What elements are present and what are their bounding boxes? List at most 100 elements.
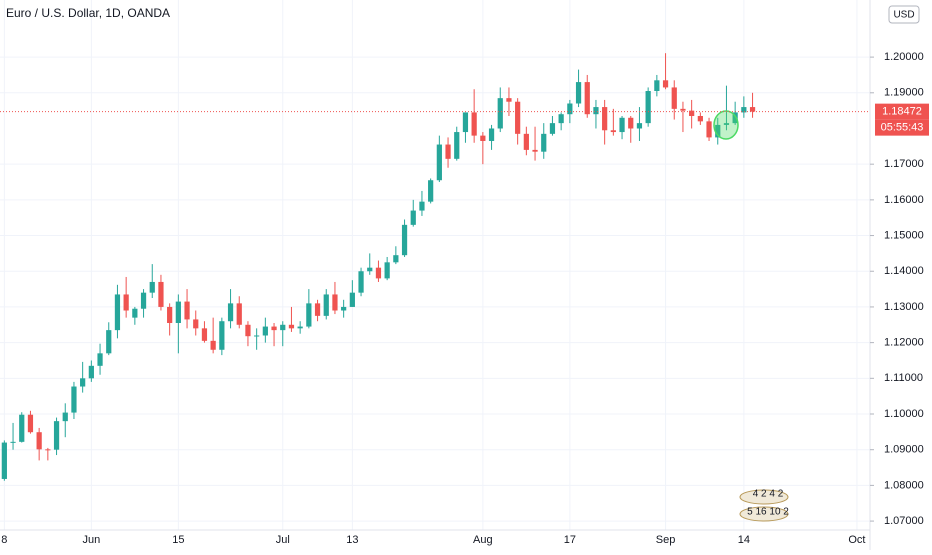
candle-body [645,91,651,124]
candle-body [454,132,460,159]
highlight-circle [713,110,739,140]
candle-body [227,303,234,322]
candle-body [723,123,730,125]
candle-body [175,301,181,323]
chart-title: Euro / U.S. Dollar, 1D, OANDA [6,6,170,20]
y-tick-label: 1.11000 [884,372,923,384]
x-tick-label: 8 [1,534,7,546]
candle-body [245,324,251,337]
candle-body [158,281,164,307]
candle-body [123,294,129,311]
candle-body [280,324,286,331]
candle-body [741,107,747,113]
candle-body [689,110,695,116]
candle-body [401,224,408,256]
y-tick-label: 1.13000 [884,301,924,313]
candle-body [541,133,547,152]
candle-body [288,324,295,329]
candle-body [523,133,529,150]
currency-label[interactable]: USD [893,10,914,21]
candle-body [549,123,556,134]
x-tick-label: Jun [82,534,100,546]
candle-body [558,114,564,124]
candle-body [71,386,77,413]
candle-body [271,326,277,331]
candle-body [610,130,616,133]
x-tick-label: 17 [564,534,576,546]
candle-body [306,303,312,327]
y-tick-label: 1.12000 [884,337,924,349]
candle-body [140,292,147,309]
candle-body [602,107,608,131]
x-tick-label: Sep [656,534,676,546]
candle-body [497,98,503,129]
candle-body [184,301,190,320]
y-tick-label: 1.09000 [884,444,924,456]
y-tick-label: 1.20000 [884,51,924,63]
currency-box[interactable] [888,5,920,24]
candle-body [106,330,112,354]
candle-body [349,292,355,307]
y-tick-label: 1.15000 [884,229,924,241]
candle-body [480,135,486,141]
candle-body [332,294,338,311]
candle-body [358,271,364,293]
candle-body [436,144,442,181]
y-tick-label: 1.19000 [884,87,924,99]
y-tick-label: 1.17000 [884,158,924,170]
candle-body [27,414,34,433]
candle-body [167,306,173,323]
candle-body [149,281,155,293]
candle-body [236,303,242,325]
candle-body [471,112,477,136]
candle-body [19,414,25,442]
candle-body [619,117,625,133]
badge-shape [739,489,789,505]
candle-body [636,123,643,129]
badge-text: 5 16 10 2 [747,507,789,518]
candle-body [297,326,303,329]
candle-body [488,128,495,141]
candle-body [219,321,225,350]
candle-body [62,412,68,422]
candle-body [654,80,660,92]
y-tick-label: 1.08000 [884,479,924,491]
candle-body [584,82,590,115]
candle-body [428,180,434,202]
candle-body [715,124,721,138]
candle-body [36,432,42,450]
countdown-box [875,119,929,136]
badge: 4 2 4 2 5 16 10 2 [739,489,789,522]
candle-body [749,107,756,112]
x-tick-label: Aug [473,534,493,546]
candle-body [80,378,86,387]
x-tick-label: 13 [346,534,358,546]
x-tick-label: Jul [276,534,290,546]
candle-body [680,108,686,111]
price-label: 1.18472 [882,106,922,118]
candle-body [314,303,321,316]
candle-body [532,149,538,152]
candle-body [375,267,382,279]
candle-body [201,328,208,341]
candle-body [506,98,512,102]
candle-body [628,117,634,129]
candle-body [341,306,347,311]
candle-body [697,115,703,122]
candle-body [323,294,329,316]
candle-body [593,107,599,115]
candle-body [210,340,216,350]
badge-text: 4 2 4 2 [753,489,784,500]
y-tick-label: 1.10000 [884,408,924,420]
candle-body [88,365,94,379]
candle-body [262,326,268,336]
candle-body [53,421,60,450]
candle-body [10,441,16,443]
candle-body [662,80,669,88]
candle-body [706,121,712,138]
candle-body [419,201,425,211]
x-tick-label: 15 [172,534,184,546]
candle-body [254,335,260,337]
